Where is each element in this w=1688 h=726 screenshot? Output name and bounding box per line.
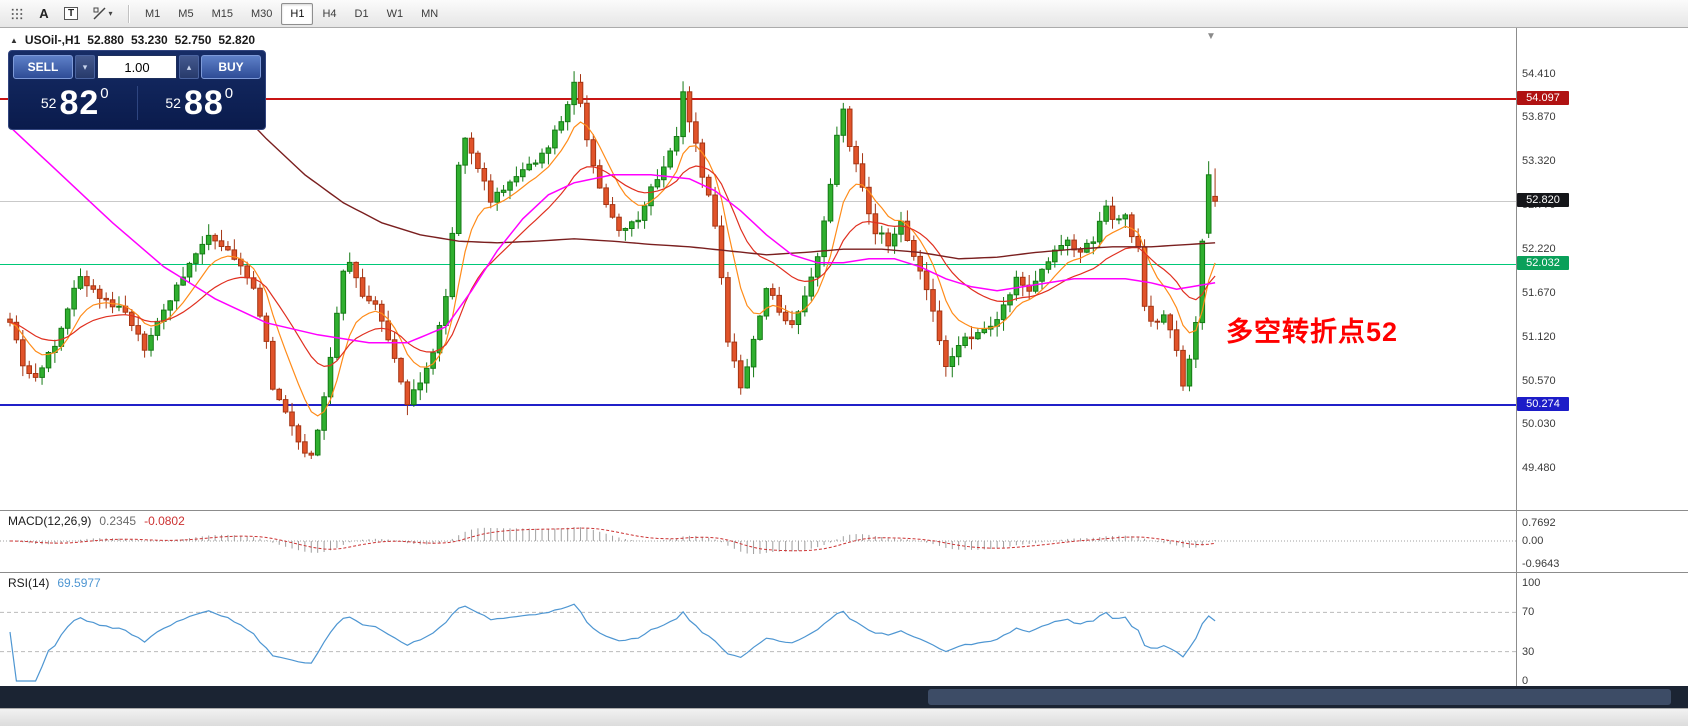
macd-axis-label: 0.7692 [1522, 517, 1556, 529]
letter-a-icon: A [39, 6, 49, 21]
timeframe-m15[interactable]: M15 [203, 3, 242, 25]
scrollbar-thumb[interactable] [928, 689, 1672, 705]
price-axis-badge: 50.274 [1517, 396, 1569, 411]
timeframe-m30[interactable]: M30 [242, 3, 281, 25]
price-axis-badge: 54.097 [1517, 91, 1569, 106]
price-axis-label: 51.120 [1522, 331, 1556, 344]
macd-canvas[interactable] [0, 511, 1516, 573]
price-axis-label: 50.570 [1522, 375, 1556, 388]
status-bar [0, 708, 1688, 726]
price-axis-label: 52.220 [1522, 243, 1556, 256]
chart-canvas[interactable] [0, 28, 1516, 510]
rsi-label: RSI(14) 69.5977 [8, 576, 101, 590]
buy-button[interactable]: BUY [201, 55, 261, 79]
rsi-value: 69.5977 [57, 576, 101, 590]
rsi-panel: RSI(14) 69.5977 100 70 30 0 [0, 572, 1688, 687]
rsi-axis-label: 0 [1522, 675, 1529, 687]
buy-price-big: 88 [183, 84, 224, 122]
macd-signal-value: -0.0802 [144, 514, 185, 528]
letter-t-icon: T [63, 7, 79, 20]
macd-main-value: 0.2345 [99, 514, 137, 528]
trendline-shape-icon [93, 7, 107, 20]
chart-toolbar: A T ▾ M1 M5 M15 M30 H1 H4 D1 W1 MN [0, 0, 1688, 28]
buy-price-sup: 0 [224, 84, 234, 102]
ohlc-close: 52.820 [218, 33, 256, 47]
sell-button[interactable]: SELL [13, 55, 73, 79]
rsi-axis-label: 100 [1522, 577, 1541, 589]
grid-dots-icon [11, 8, 23, 19]
volume-spinner-button[interactable]: ▴ [179, 55, 199, 79]
timeframe-w1[interactable]: W1 [378, 3, 413, 25]
timeframe-h1[interactable]: H1 [281, 2, 314, 25]
ohlc-low: 52.750 [174, 33, 212, 47]
horizontal-level-line[interactable] [0, 263, 1516, 265]
ohlc-open: 52.880 [87, 33, 124, 47]
buy-price-display[interactable]: 52 88 0 [138, 84, 262, 122]
rsi-axis-label: 30 [1522, 645, 1535, 658]
volume-dropdown-button[interactable]: ▾ [75, 55, 95, 79]
buy-price-prefix: 52 [165, 95, 181, 111]
timeframe-m1[interactable]: M1 [136, 3, 169, 25]
rsi-axis-label: 70 [1522, 606, 1535, 619]
chart-annotation-text: 多空转折点52 [1226, 317, 1399, 347]
horizontal-level-line[interactable] [0, 98, 1516, 101]
rsi-canvas[interactable] [0, 573, 1516, 687]
macd-panel: MACD(12,26,9) 0.2345 -0.0802 0.7692 0.00 -… [0, 510, 1688, 572]
macd-axis-label: 0.00 [1522, 535, 1544, 547]
horizontal-level-line[interactable] [0, 403, 1516, 406]
rsi-name: RSI(14) [8, 576, 50, 590]
price-axis-badge: 52.820 [1517, 193, 1569, 208]
price-axis-label: 53.320 [1522, 155, 1556, 168]
sell-price-sup: 0 [100, 84, 109, 102]
macd-axis-label: -0.9643 [1522, 557, 1560, 570]
sell-price-display[interactable]: 52 82 0 [13, 84, 137, 122]
price-axis-label: 51.670 [1522, 287, 1556, 300]
timeframe-m5[interactable]: M5 [169, 3, 202, 25]
dropdown-caret-icon: ▾ [108, 9, 113, 18]
symbol-timeframe-label: USOil-,H1 [24, 33, 81, 47]
horizontal-lines-layer [0, 28, 1516, 510]
sell-price-prefix: 52 [40, 95, 57, 111]
trade-panel-divider [136, 86, 138, 120]
tick-up-arrow-icon: ▲ [10, 35, 18, 45]
volume-input[interactable] [97, 55, 177, 79]
timeframe-mn[interactable]: MN [412, 3, 447, 25]
chart-horizontal-scrollbar[interactable] [0, 686, 1688, 708]
price-axis-label: 54.410 [1522, 68, 1556, 80]
bid-price-line[interactable] [0, 200, 1516, 202]
sell-price-big: 82 [59, 84, 100, 122]
main-chart-panel: ▲ USOil-,H1 52.880 53.230 52.750 52.820 … [0, 28, 1688, 510]
price-axis-badge: 52.032 [1517, 256, 1569, 271]
ohlc-high: 53.230 [130, 33, 168, 47]
price-axis-separator [1516, 28, 1517, 686]
text-label-tool-icon[interactable]: T [58, 3, 84, 25]
timeframe-h4[interactable]: H4 [313, 3, 345, 25]
panel-collapse-icon[interactable]: ▼ [1206, 31, 1216, 42]
toolbar-separator [128, 4, 129, 23]
timeframe-d1[interactable]: D1 [346, 3, 378, 25]
macd-name: MACD(12,26,9) [8, 514, 92, 528]
shapes-tool-icon[interactable]: ▾ [85, 3, 121, 25]
font-a-tool-icon[interactable]: A [31, 3, 57, 25]
chart-symbol-info: ▲ USOil-,H1 52.880 53.230 52.750 52.820 [10, 33, 255, 47]
macd-label: MACD(12,26,9) 0.2345 -0.0802 [8, 514, 185, 528]
objects-grid-icon[interactable] [4, 3, 30, 25]
price-axis-label: 53.870 [1522, 111, 1556, 124]
price-axis-label: 50.030 [1522, 418, 1556, 431]
price-axis-label: 49.480 [1522, 462, 1556, 475]
timeframe-button-group: M1 M5 M15 M30 H1 H4 D1 W1 MN [136, 2, 447, 25]
